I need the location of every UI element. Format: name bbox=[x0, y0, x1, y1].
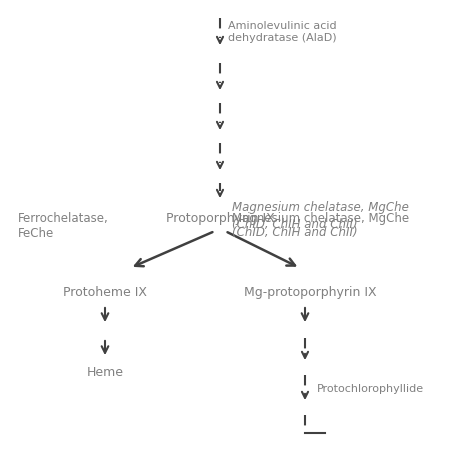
Text: (ChID, ChIH and ChII): (ChID, ChIH and ChII) bbox=[232, 225, 357, 238]
Text: Heme: Heme bbox=[86, 365, 123, 378]
Text: Magnesium chelatase, MgChe: Magnesium chelatase, MgChe bbox=[232, 212, 408, 225]
Text: Magnesium chelatase, MgChe
(ChID, ChIH and ChII): Magnesium chelatase, MgChe (ChID, ChIH a… bbox=[232, 200, 408, 231]
Text: Protoporphyrin IX: Protoporphyrin IX bbox=[165, 212, 274, 225]
Text: Aminolevulinic acid
dehydratase (AlaD): Aminolevulinic acid dehydratase (AlaD) bbox=[227, 21, 336, 43]
Text: Protoheme IX: Protoheme IX bbox=[63, 285, 147, 298]
Text: Ferrochelatase,
FeChe: Ferrochelatase, FeChe bbox=[18, 212, 108, 239]
Text: Mg-protoporphyrin IX: Mg-protoporphyrin IX bbox=[243, 285, 375, 298]
Text: Protochlorophyllide: Protochlorophyllide bbox=[316, 383, 423, 393]
